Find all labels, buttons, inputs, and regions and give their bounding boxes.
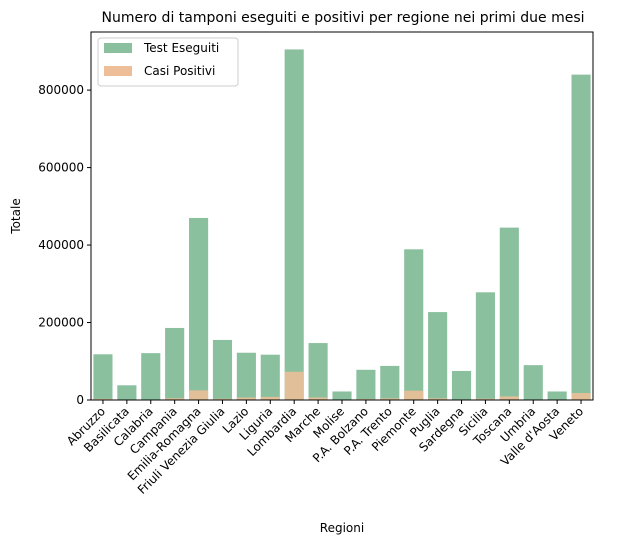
bar-test-eseguiti-veneto	[571, 74, 591, 401]
bar-casi-positivi-lombardia	[284, 371, 304, 400]
y-tick-label: 800000	[38, 83, 84, 97]
x-axis-ticks: AbruzzoBasilicataCalabriaCampaniaEmilia-…	[64, 400, 586, 497]
bar-test-eseguiti-friuli-venezia-giulia	[212, 339, 233, 400]
legend: Test Eseguiti Casi Positivi	[97, 37, 239, 87]
bar-test-eseguiti-campania	[165, 327, 185, 400]
bar-casi-positivi-friuli-venezia-giulia	[212, 398, 233, 400]
bar-test-eseguiti-emilia-romagna	[189, 217, 209, 400]
bar-test-eseguiti-umbria	[523, 365, 543, 400]
bar-casi-positivi-liguria	[260, 396, 280, 400]
bar-test-eseguiti-p-a-bolzano	[356, 369, 376, 400]
bar-test-eseguiti-valle-d-aosta	[547, 391, 567, 400]
legend-label-casi-positivi: Casi Positivi	[144, 64, 215, 78]
bar-casi-positivi-campania	[165, 398, 185, 400]
y-tick-label: 600000	[38, 161, 84, 175]
bar-test-eseguiti-liguria	[260, 354, 280, 400]
bar-casi-positivi-emilia-romagna	[189, 390, 209, 400]
test-eseguiti-bars	[93, 49, 591, 401]
bar-test-eseguiti-marche	[308, 343, 328, 400]
bar-casi-positivi-abruzzo	[93, 398, 113, 400]
bar-test-eseguiti-puglia	[428, 312, 448, 400]
bar-test-eseguiti-p-a-trento	[380, 365, 400, 400]
bar-test-eseguiti-abruzzo	[93, 354, 113, 400]
legend-frame	[97, 37, 239, 87]
bar-casi-positivi-piemonte	[404, 390, 424, 400]
bar-casi-positivi-veneto	[571, 393, 591, 400]
y-tick-label: 400000	[38, 238, 84, 252]
bar-test-eseguiti-toscana	[499, 227, 519, 400]
y-axis-title: Totale	[9, 198, 23, 234]
legend-label-test-eseguiti: Test Eseguiti	[143, 41, 219, 55]
bar-test-eseguiti-piemonte	[404, 249, 424, 400]
bar-casi-positivi-lazio	[236, 397, 256, 400]
bar-casi-positivi-sicilia	[475, 398, 495, 400]
bar-casi-positivi-marche	[308, 397, 328, 400]
bar-test-eseguiti-sicilia	[475, 292, 495, 400]
bar-test-eseguiti-molise	[332, 391, 352, 400]
bar-casi-positivi-toscana	[499, 396, 519, 400]
y-axis-ticks: 0 200000 400000 600000 800000	[38, 83, 91, 407]
y-tick-label: 200000	[38, 316, 84, 330]
chart-title: Numero di tamponi eseguiti e positivi pe…	[102, 10, 585, 26]
bar-casi-positivi-puglia	[428, 398, 448, 400]
legend-swatch-test-eseguiti	[104, 43, 132, 53]
x-axis-title: Regioni	[320, 521, 364, 535]
bar-casi-positivi-p-a-trento	[380, 398, 400, 400]
bar-test-eseguiti-lombardia	[284, 49, 304, 401]
bar-test-eseguiti-sardegna	[451, 370, 472, 400]
bar-test-eseguiti-lazio	[236, 352, 256, 400]
legend-swatch-casi-positivi	[104, 66, 132, 76]
plot-frame	[90, 31, 594, 401]
bar-test-eseguiti-calabria	[141, 353, 161, 400]
bar-test-eseguiti-basilicata	[117, 385, 137, 400]
y-tick-label: 0	[76, 393, 84, 407]
